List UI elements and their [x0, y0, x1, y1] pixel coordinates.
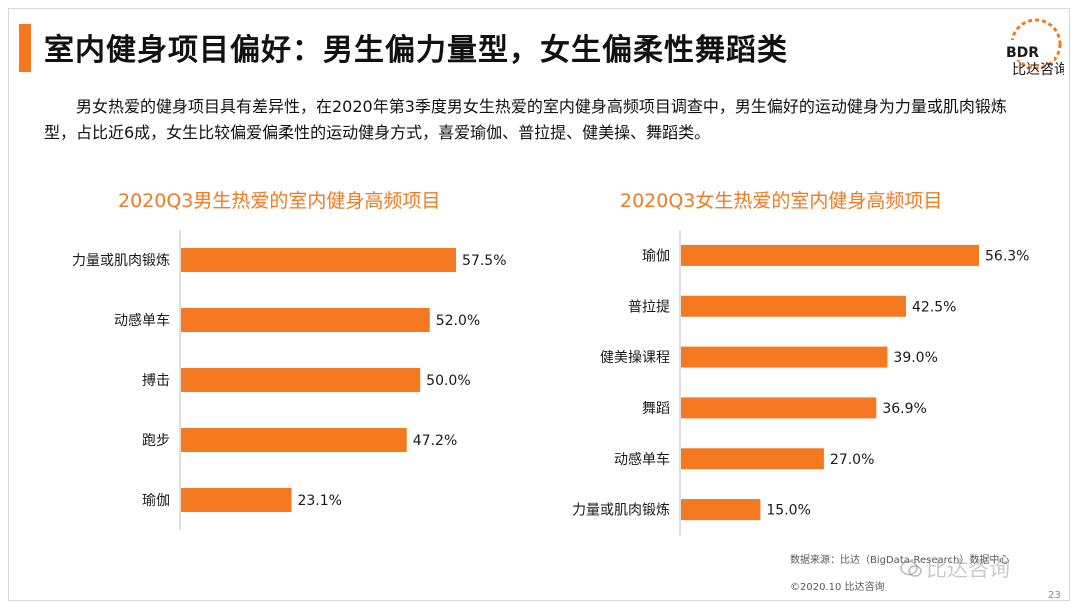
male-chart-title: 2020Q3男生热爱的室内健身高频项目 [118, 190, 441, 212]
page-title: 室内健身项目偏好：男生偏力量型，女生偏柔性舞蹈类 [44, 33, 788, 68]
female-category-label-5: 动感单车 [614, 451, 670, 468]
female-value-label-1: 56.3% [985, 248, 1029, 264]
male-category-label-3: 搏击 [142, 372, 170, 389]
female-bar-5 [681, 448, 824, 470]
male-category-label-1: 力量或肌肉锻炼 [72, 253, 170, 269]
female-value-label-4: 36.9% [882, 401, 926, 417]
female-category-label-3: 健美操课程 [600, 350, 670, 366]
male-bar-4 [181, 428, 407, 452]
male-value-label-5: 23.1% [297, 493, 341, 509]
male-category-label-4: 跑步 [142, 433, 170, 449]
logo-subtitle: 比达咨询 [1012, 62, 1064, 78]
male-value-label-3: 50.0% [426, 373, 470, 389]
male-bar-1 [181, 248, 457, 272]
female-bar-chart: 瑜伽 56.3% 普拉提 42.5% 健美操课程 39.0% 舞蹈 36.9% 动感单车 27.0… [572, 230, 1029, 535]
female-bar-6 [681, 499, 761, 521]
male-bar-chart: 力量或肌肉锻炼 57.5% 动感单车 52.0% 搏击 50.0% 跑步 47.2% 瑜伽 23.… [72, 230, 507, 530]
copyright: ©2020.10 比达咨询 [790, 582, 885, 593]
female-value-label-5: 27.0% [830, 452, 874, 468]
female-bar-1 [681, 244, 979, 266]
watermark: 比达咨询 [900, 553, 1010, 583]
male-category-label-5: 瑜伽 [142, 493, 170, 509]
female-chart-title: 2020Q3女生热爱的室内健身高频项目 [620, 190, 943, 212]
logo-backdrop [1004, 40, 1054, 60]
male-bar-5 [181, 488, 292, 512]
male-value-label-1: 57.5% [462, 253, 506, 269]
slide-frame [8, 8, 1070, 601]
female-bar-3 [681, 346, 888, 368]
page-number: 23 [1048, 590, 1061, 601]
bdr-logo: BDR 比达咨询 [1004, 18, 1064, 78]
female-category-label-6: 力量或肌肉锻炼 [572, 503, 670, 519]
wechat-icon [900, 560, 922, 577]
female-bar-4 [681, 397, 877, 419]
intro-paragraph: 男女热爱的健身项目具有差异性，在2020年第3季度男女生热爱的室内健身高频项目调… [44, 97, 1007, 142]
male-value-label-4: 47.2% [413, 433, 457, 449]
data-source: 数据来源：比达（BigData-Research）数据中心 [790, 555, 1010, 566]
female-category-label-1: 瑜伽 [642, 248, 670, 264]
female-category-label-4: 舞蹈 [642, 401, 670, 417]
title-accent-bar [19, 24, 31, 72]
logo-ring [1010, 18, 1062, 70]
male-category-label-2: 动感单车 [114, 312, 170, 329]
male-bar-2 [181, 308, 430, 332]
watermark-text: 比达咨询 [926, 557, 1010, 581]
male-value-label-2: 52.0% [436, 313, 480, 329]
female-category-label-2: 普拉提 [628, 299, 670, 315]
female-value-label-6: 15.0% [766, 503, 810, 519]
male-bar-3 [181, 368, 421, 392]
female-value-label-3: 39.0% [893, 350, 937, 366]
female-bar-2 [681, 295, 906, 317]
female-value-label-2: 42.5% [912, 299, 956, 315]
logo-text: BDR [1006, 45, 1039, 61]
